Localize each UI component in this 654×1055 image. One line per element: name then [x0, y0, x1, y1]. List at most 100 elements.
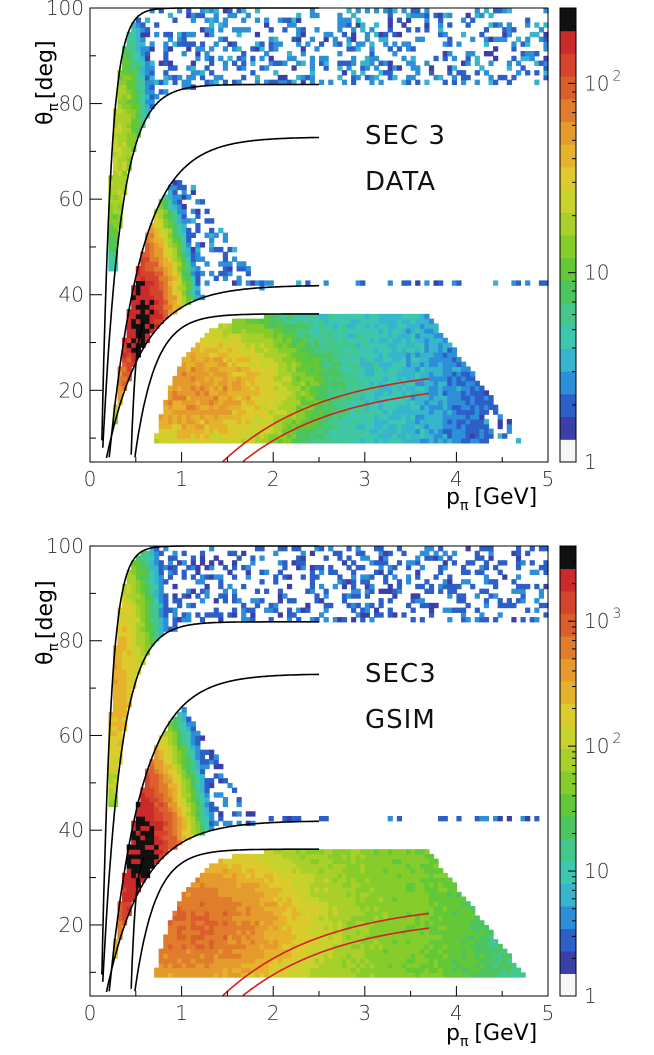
heatmap-cell: [259, 337, 265, 344]
heatmap-cell: [172, 294, 178, 301]
heatmap-cell: [282, 27, 288, 33]
heatmap-cell: [277, 79, 283, 86]
heatmap-cell: [158, 972, 164, 978]
heatmap-cell: [364, 409, 370, 415]
heatmap-cell: [209, 31, 215, 38]
heatmap-cell: [190, 60, 196, 66]
heatmap-cell: [332, 896, 338, 902]
heatmap-cell: [135, 280, 141, 286]
heatmap-cell: [268, 891, 274, 898]
heatmap-cell: [259, 546, 265, 552]
heatmap-cell: [177, 375, 183, 382]
heatmap-cell: [131, 60, 137, 66]
heatmap-cell: [154, 251, 160, 258]
heatmap-cell: [373, 55, 380, 62]
heatmap-cell: [300, 31, 306, 38]
heatmap-cell: [254, 404, 261, 411]
heatmap-cell: [511, 280, 517, 286]
heatmap-cell: [117, 122, 123, 129]
heatmap-cell: [190, 564, 196, 571]
y-tick-label: 60: [59, 187, 84, 211]
heatmap-cell: [236, 323, 242, 329]
heatmap-cell: [144, 806, 151, 812]
heatmap-cell: [433, 404, 439, 411]
heatmap-cell: [250, 555, 256, 561]
heatmap-cell: [259, 323, 265, 329]
heatmap-cell: [300, 409, 306, 415]
heatmap-cell: [268, 280, 274, 286]
heatmap-cell: [282, 409, 288, 415]
heatmap-cell: [241, 404, 247, 411]
heatmap-cell: [140, 313, 146, 320]
heatmap-cell: [112, 146, 119, 152]
heatmap-cell: [264, 352, 270, 358]
heatmap-cell: [167, 939, 174, 945]
heatmap-cell: [236, 887, 242, 893]
heatmap-cell: [300, 958, 306, 964]
heatmap-cell: [149, 223, 155, 229]
heatmap-cell: [163, 242, 169, 248]
heatmap-cell: [209, 958, 215, 964]
heatmap-cell: [483, 423, 490, 430]
heatmap-cell: [309, 337, 316, 344]
heatmap-cell: [264, 371, 270, 377]
heatmap-cell: [259, 906, 265, 912]
heatmap-cell: [158, 564, 164, 571]
heatmap-cell: [117, 94, 123, 100]
heatmap-cell: [177, 948, 183, 954]
heatmap-cell: [231, 418, 238, 425]
heatmap-cell: [319, 395, 325, 401]
heatmap-cell: [341, 868, 348, 874]
heatmap-cell: [314, 409, 320, 415]
heatmap-cell: [227, 550, 233, 557]
heatmap-cell: [296, 882, 302, 888]
heatmap-cell: [460, 385, 467, 391]
heatmap-cell: [337, 313, 343, 320]
heatmap-cell: [451, 409, 457, 415]
heatmap-cell: [314, 380, 320, 387]
heatmap-cell: [181, 433, 187, 439]
heatmap-cell: [209, 934, 215, 940]
heatmap-cell: [300, 423, 306, 430]
heatmap-cell: [222, 332, 228, 339]
heatmap-cell: [442, 352, 448, 358]
heatmap-cell: [419, 323, 425, 329]
heatmap-cell: [254, 924, 261, 931]
heatmap-cell: [172, 763, 178, 770]
heatmap-cell: [204, 433, 210, 439]
heatmap-cell: [213, 574, 219, 580]
heatmap-cell: [131, 588, 137, 594]
heatmap-cell: [460, 74, 467, 81]
heatmap-cell: [158, 203, 164, 210]
heatmap-cell: [135, 17, 141, 23]
heatmap-cell: [277, 423, 283, 430]
heatmap-cell: [186, 943, 192, 950]
heatmap-cell: [250, 328, 256, 334]
heatmap-cell: [231, 962, 238, 969]
heatmap-cell: [273, 399, 279, 406]
heatmap-cell: [241, 423, 247, 430]
heatmap-cell: [300, 313, 306, 320]
heatmap-cell: [300, 46, 306, 52]
heatmap-cell: [122, 361, 128, 368]
heatmap-cell: [181, 550, 187, 557]
heatmap-cell: [218, 934, 224, 940]
heatmap-cell: [373, 385, 380, 391]
heatmap-cell: [314, 939, 320, 945]
heatmap-cell: [410, 371, 416, 377]
heatmap-cell: [259, 887, 265, 893]
heatmap-cell: [406, 280, 412, 286]
heatmap-cell: [163, 820, 169, 827]
heatmap-cell: [296, 418, 302, 425]
heatmap-cell: [209, 778, 215, 784]
heatmap-cell: [332, 328, 338, 334]
heatmap-cell: [227, 270, 233, 277]
heatmap-cell: [177, 901, 183, 907]
heatmap-cell: [181, 763, 187, 770]
heatmap-cell: [213, 414, 219, 420]
heatmap-cell: [341, 332, 348, 339]
heatmap-cell: [529, 55, 535, 62]
heatmap-cell: [154, 574, 160, 580]
heatmap-cell: [268, 395, 274, 401]
heatmap-cell: [131, 654, 137, 661]
